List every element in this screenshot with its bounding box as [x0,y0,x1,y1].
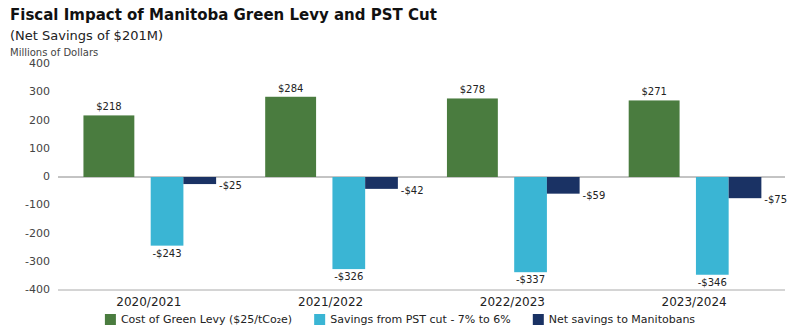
y-tick-label: 300 [29,85,50,98]
bar [447,98,498,177]
legend-item: Net savings to Manitobans [533,313,696,326]
y-tick-label: -300 [25,255,50,268]
x-axis-line [58,290,785,291]
y-tick-label: 0 [43,170,50,183]
data-label: -$42 [401,185,424,196]
legend-item: Cost of Green Levy ($25/tCo₂e) [105,313,292,326]
data-label: -$346 [698,277,727,288]
x-tick-label: 2022/2023 [480,295,545,309]
chart: Fiscal Impact of Manitoba Green Levy and… [0,0,800,335]
data-label: $271 [641,86,666,97]
y-tick-label: -200 [25,227,50,240]
legend: Cost of Green Levy ($25/tCo₂e) Savings fr… [105,313,695,326]
legend-item: Savings from PST cut - 7% to 6% [314,313,511,326]
y-tick-label: 400 [29,57,50,70]
data-label: -$75 [764,194,787,205]
bar [83,115,134,177]
bar [265,97,316,177]
x-tick-label: 2020/2021 [116,295,181,309]
data-label: -$326 [334,271,363,282]
data-labels: $218 $284 $278 $271 -$243 -$326 -$337 -$346 -$25… [96,83,787,288]
legend-swatch [314,314,325,325]
data-label: $278 [460,84,485,95]
bars [83,97,761,275]
bar [151,177,184,246]
y-tick-label: 200 [29,114,50,127]
bar [696,177,729,275]
title: Fiscal Impact of Manitoba Green Levy and… [10,6,437,24]
y-tick-label: -400 [25,283,50,296]
legend-label: Cost of Green Levy ($25/tCo₂e) [121,313,292,326]
data-label: -$25 [219,180,242,191]
y-ticks: -400 -300 -200 -100 0 100 200 300 400 [25,57,50,296]
data-label: -$243 [153,248,182,259]
data-label: -$59 [583,190,606,201]
y-tick-label: -100 [25,198,50,211]
bar [514,177,547,272]
x-tick-label: 2021/2022 [298,295,363,309]
data-label: -$337 [516,274,545,285]
bar [332,177,365,269]
bar [365,177,398,189]
subtitle: (Net Savings of $201M) [10,28,163,43]
y-tick-label: 100 [29,142,50,155]
bar [183,177,216,184]
legend-label: Savings from PST cut - 7% to 6% [330,313,511,326]
x-tick-label: 2023/2024 [662,295,727,309]
bar [729,177,762,198]
legend-label: Net savings to Manitobans [549,313,696,326]
legend-swatch [105,314,116,325]
data-label: $218 [96,101,121,112]
legend-swatch [533,314,544,325]
bar [547,177,580,194]
data-label: $284 [278,83,303,94]
bar [629,100,680,177]
y-axis-label: Millions of Dollars [10,47,98,58]
